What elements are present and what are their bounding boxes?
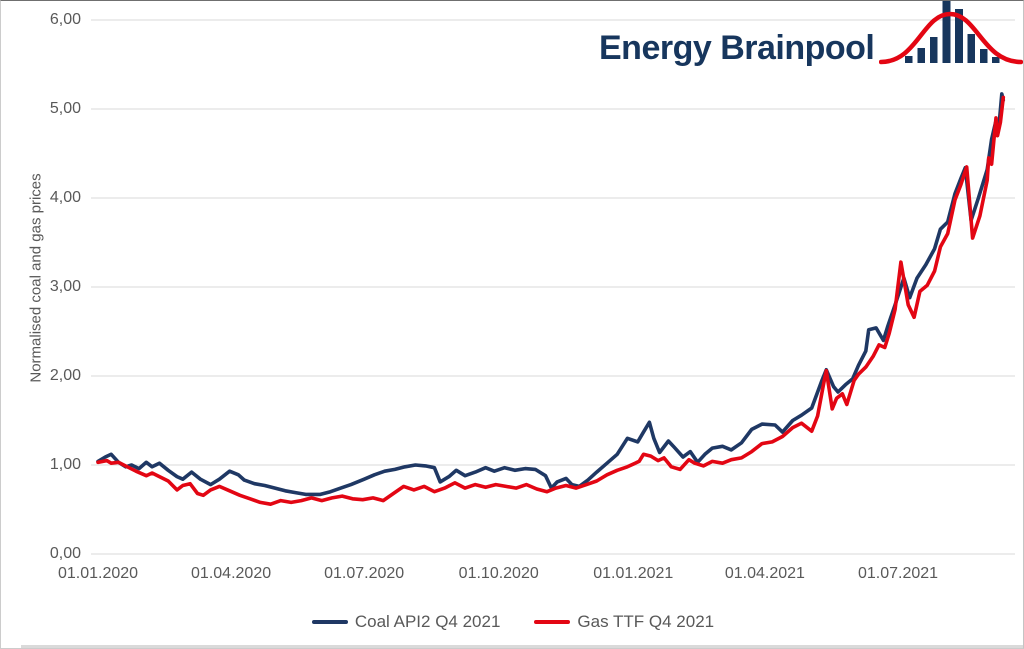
legend-label: Gas TTF Q4 2021	[577, 612, 715, 631]
x-tick-label: 01.10.2020	[458, 565, 539, 582]
horizontal-gridlines	[91, 19, 1015, 555]
legend-item: Coal API2 Q4 2021	[311, 612, 501, 632]
legend-label: Coal API2 Q4 2021	[354, 612, 501, 631]
logo-wordmark: Energy Brainpool	[599, 29, 875, 67]
x-tick-label: 01.04.2021	[724, 565, 805, 582]
series-line-coal-api2-q4-2021	[96, 92, 1006, 497]
x-tick-label: 01.04.2020	[191, 565, 272, 582]
histogram-bell-curve-icon	[879, 1, 1023, 65]
legend-line-swatch	[311, 620, 348, 624]
y-tick-label: 2,00	[49, 367, 81, 384]
y-tick-label: 5,00	[49, 100, 81, 117]
y-tick-label: 1,00	[49, 456, 81, 473]
y-tick-label: 3,00	[49, 278, 81, 295]
legend-item: Gas TTF Q4 2021	[534, 612, 714, 632]
x-tick-label: 01.01.2020	[57, 565, 139, 582]
bottom-edge-strip	[21, 645, 1023, 648]
series-lines	[96, 92, 1006, 506]
y-tick-label: 6,00	[49, 11, 81, 28]
chart-legend: Coal API2 Q4 2021 Gas TTF Q4 2021	[1, 610, 1023, 634]
x-tick-label: 01.07.2020	[324, 565, 405, 582]
y-tick-label: 0,00	[49, 545, 81, 562]
y-tick-label: 4,00	[49, 189, 81, 206]
energy-brainpool-logo: Energy Brainpool	[599, 29, 884, 69]
x-tick-label: 01.01.2021	[593, 565, 674, 582]
series-line-gas-ttf-q4-2021	[96, 95, 1006, 506]
x-tick-label: 01.07.2021	[857, 565, 939, 582]
legend-line-swatch	[534, 620, 571, 624]
